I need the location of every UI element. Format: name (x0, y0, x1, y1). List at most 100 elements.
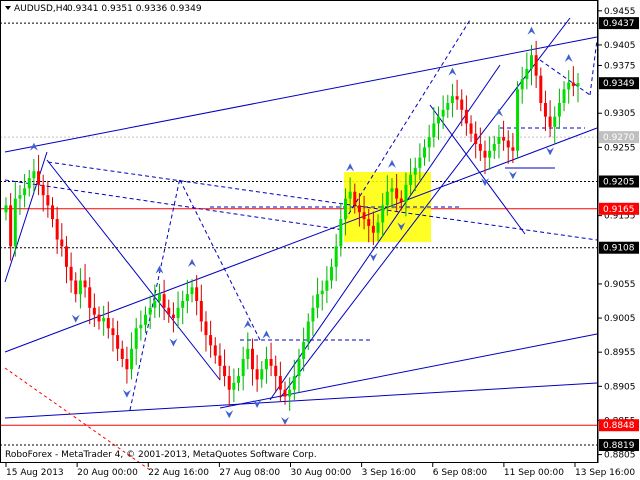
dropdown-arrow-icon (5, 6, 11, 10)
candle-body (232, 382, 236, 390)
candle-body (139, 324, 143, 329)
candle-body (209, 335, 213, 346)
candle-body (106, 318, 110, 329)
candle-body (525, 68, 529, 80)
candle-body (120, 348, 124, 360)
candle-body (223, 365, 227, 377)
level-label: 0.8848 (603, 421, 635, 431)
candle-body (409, 174, 413, 185)
ohlc-values: 0.9341 0.9351 0.9336 0.9349 (67, 4, 202, 14)
candle-body (385, 191, 389, 206)
candle-body (497, 137, 501, 144)
trendline (589, 39, 598, 96)
candle-body (9, 205, 13, 247)
candle-body (246, 348, 250, 360)
candle-body (474, 133, 478, 144)
fractal-up-icon (387, 159, 396, 168)
candle-body (432, 123, 436, 138)
level-label-bg (599, 131, 639, 144)
level-label-bg (599, 241, 639, 254)
candle-body (13, 198, 17, 247)
candle-body (218, 355, 222, 366)
candle-body (78, 280, 82, 295)
candle-body (278, 376, 282, 390)
candle-body (455, 96, 459, 100)
fractal-markers (29, 26, 573, 426)
candle-body (55, 219, 59, 240)
y-tick-label: 0.9455 (604, 7, 636, 17)
trendline (179, 179, 261, 341)
level-label: 0.9108 (603, 244, 635, 254)
candle-body (260, 369, 264, 380)
level-label: 0.8819 (603, 441, 635, 451)
candle-body (571, 82, 575, 86)
candle-body (274, 365, 278, 377)
trendline (219, 333, 598, 409)
candle-body (469, 123, 473, 134)
level-label-bg (599, 439, 639, 452)
candle-body (464, 109, 468, 124)
candle-body (204, 321, 208, 336)
current-price-bg (599, 77, 639, 90)
trendline (4, 36, 598, 153)
fractal-down-icon (253, 399, 262, 408)
y-tick-label: 0.8905 (604, 382, 636, 392)
candle-body (264, 359, 268, 370)
candle-body (41, 184, 45, 196)
candle-body (460, 99, 464, 110)
candle-body (427, 137, 431, 148)
candle-body (446, 102, 450, 110)
y-tick-label: 0.9305 (604, 109, 636, 119)
level-label: 0.9270 (603, 133, 635, 143)
candle-body (69, 266, 73, 281)
fractal-down-icon (546, 147, 555, 156)
fractal-down-icon (480, 178, 489, 187)
level-label: 0.9165 (603, 205, 635, 215)
candle-body (371, 225, 375, 233)
candle-body (548, 116, 552, 127)
fractal-down-icon (281, 417, 290, 426)
candle-body (418, 157, 422, 168)
candle-body (176, 307, 180, 319)
fractal-up-icon (188, 258, 197, 267)
candle-body (148, 307, 152, 315)
candle-body (316, 294, 320, 308)
fractal-down-icon (225, 410, 234, 419)
plot-frame (0, 0, 598, 463)
trendline (46, 159, 221, 381)
candle-body (357, 205, 361, 213)
candle-body (171, 314, 175, 319)
candle-body (37, 171, 41, 185)
candle-body (283, 389, 287, 397)
candle-body (27, 178, 31, 189)
fractal-up-icon (155, 265, 164, 274)
candle-body (23, 188, 27, 196)
candle-body (162, 294, 166, 308)
candle-body (92, 307, 96, 315)
candle-body (395, 188, 399, 199)
x-tick-label: 27 Aug 08:00 (219, 468, 280, 478)
x-tick-label: 11 Sep 00:00 (504, 468, 564, 478)
fractal-down-icon (397, 222, 406, 231)
fractal-up-icon (494, 108, 503, 117)
level-label: 0.9205 (603, 178, 635, 188)
fractal-up-icon (262, 330, 271, 339)
candle-body (539, 75, 543, 103)
candle-body (562, 89, 566, 103)
candle-body (362, 212, 366, 220)
fractal-up-icon (243, 320, 252, 329)
trendline (539, 59, 591, 96)
candle-body (46, 195, 50, 206)
candle-body (134, 328, 138, 349)
candle-body (488, 150, 492, 158)
candle-body (553, 116, 557, 127)
candle-body (102, 318, 106, 322)
candle-body (516, 89, 520, 151)
trendline (429, 104, 526, 235)
candle-body (130, 348, 134, 370)
candle-body (167, 307, 171, 315)
candle-body (576, 83, 580, 86)
fractal-up-icon (527, 26, 536, 35)
